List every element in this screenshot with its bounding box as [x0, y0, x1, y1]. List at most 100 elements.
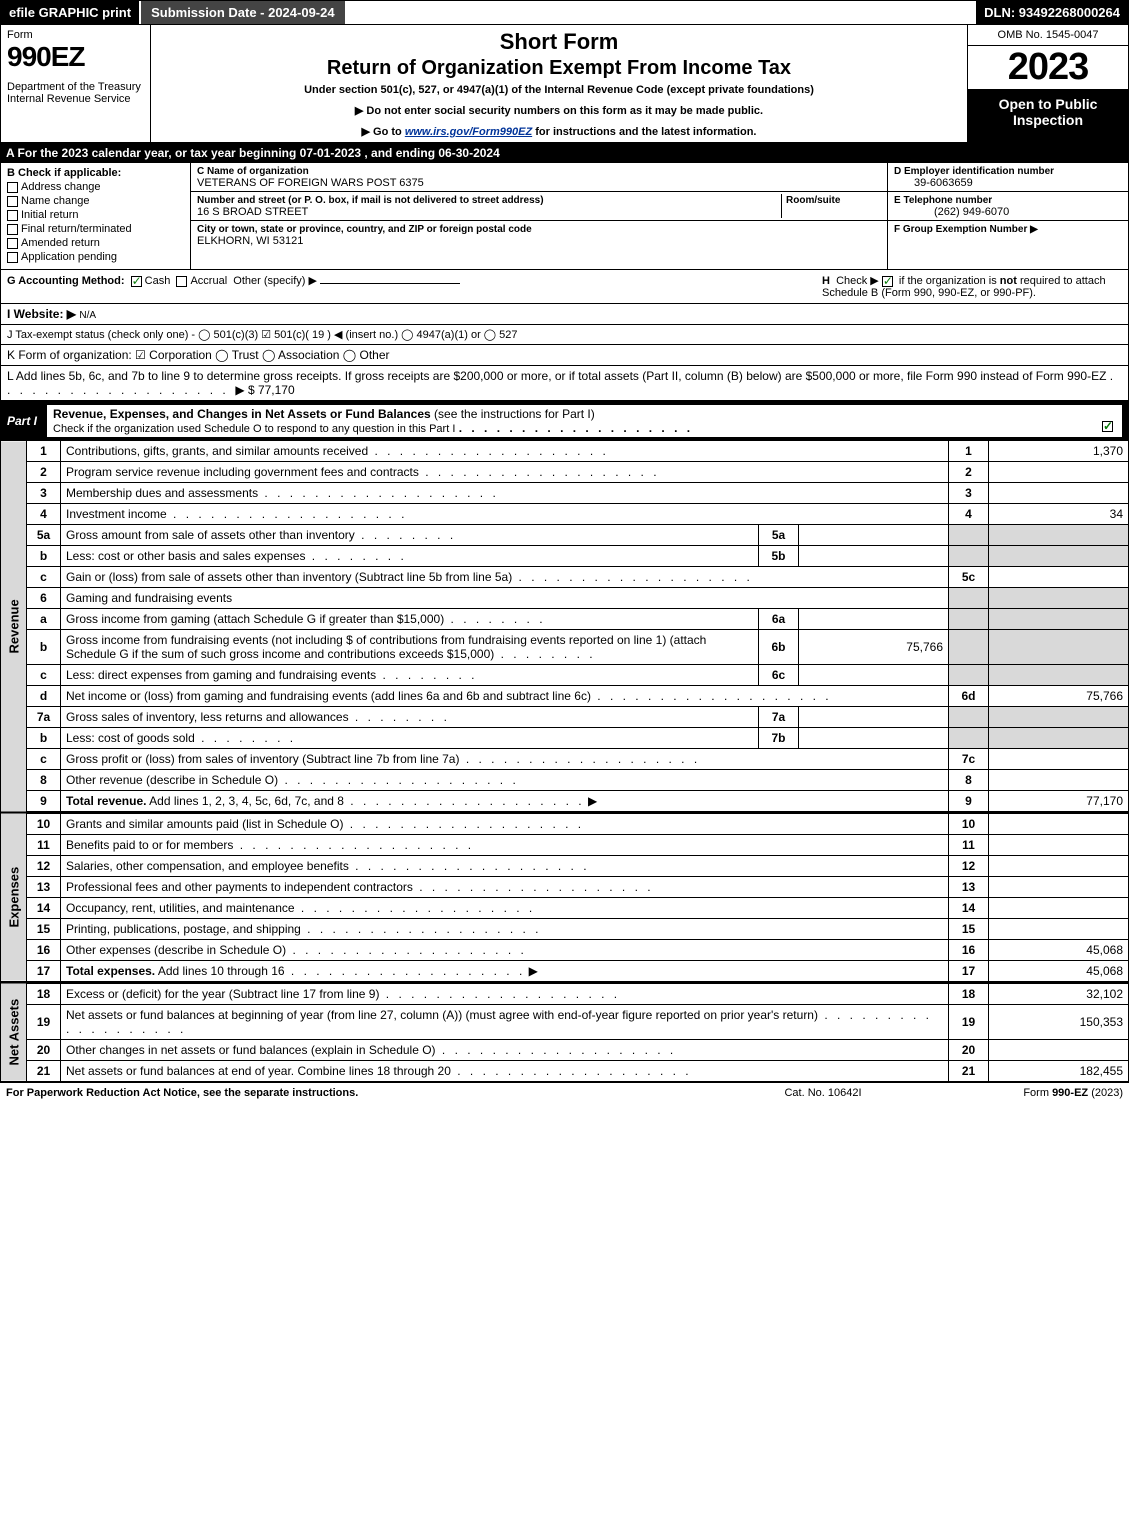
irs-link[interactable]: www.irs.gov/Form990EZ — [405, 126, 532, 138]
line-label: 8 — [949, 770, 989, 791]
line-number: c — [27, 749, 61, 770]
line-description: Program service revenue including govern… — [61, 462, 949, 483]
line-row: cGross profit or (loss) from sales of in… — [1, 749, 1129, 770]
cash-checkbox[interactable] — [131, 276, 142, 287]
line-description: Gross amount from sale of assets other t… — [61, 525, 759, 546]
line-row: 13Professional fees and other payments t… — [1, 877, 1129, 898]
line-row: 15Printing, publications, postage, and s… — [1, 919, 1129, 940]
schedule-b-checkbox[interactable] — [882, 276, 893, 287]
org-name: VETERANS OF FOREIGN WARS POST 6375 — [197, 177, 424, 189]
page-footer: For Paperwork Reduction Act Notice, see … — [0, 1082, 1129, 1103]
section-b: B Check if applicable: Address change Na… — [1, 163, 191, 269]
line-row: 21Net assets or fund balances at end of … — [1, 1061, 1129, 1082]
part-i-tag: Part I — [7, 414, 47, 428]
section-sidebar: Net Assets — [1, 983, 27, 1082]
line-number: 1 — [27, 441, 61, 462]
line-value — [989, 898, 1129, 919]
line-value: 1,370 — [989, 441, 1129, 462]
efile-label[interactable]: efile GRAPHIC print — [1, 1, 139, 24]
line-label: 11 — [949, 835, 989, 856]
name-change-checkbox[interactable] — [7, 196, 18, 207]
line-number: a — [27, 609, 61, 630]
sub-line-value — [799, 665, 949, 686]
line-row: 2Program service revenue including gover… — [1, 462, 1129, 483]
line-value — [989, 483, 1129, 504]
form-header: Form 990EZ Department of the Treasury In… — [0, 25, 1129, 143]
line-value — [989, 813, 1129, 835]
street-label: Number and street (or P. O. box, if mail… — [197, 195, 544, 206]
line-value — [989, 1040, 1129, 1061]
shaded-cell — [949, 728, 989, 749]
line-number: 7a — [27, 707, 61, 728]
instruction-1: ▶ Do not enter social security numbers o… — [159, 104, 959, 117]
shaded-cell — [989, 588, 1129, 609]
final-return-checkbox[interactable] — [7, 224, 18, 235]
line-value: 182,455 — [989, 1061, 1129, 1082]
accounting-method-label: G Accounting Method: — [7, 275, 125, 287]
amended-return-checkbox[interactable] — [7, 238, 18, 249]
line-value: 34 — [989, 504, 1129, 525]
schedule-o-checkbox[interactable] — [1102, 421, 1113, 432]
form-number: 990EZ — [7, 41, 144, 73]
shaded-cell — [989, 728, 1129, 749]
line-description: Benefits paid to or for members — [61, 835, 949, 856]
line-label: 16 — [949, 940, 989, 961]
line-label: 6d — [949, 686, 989, 707]
line-value — [989, 749, 1129, 770]
line-description: Occupancy, rent, utilities, and maintena… — [61, 898, 949, 919]
form-title: Return of Organization Exempt From Incom… — [159, 57, 959, 80]
line-number: 15 — [27, 919, 61, 940]
line-number: 21 — [27, 1061, 61, 1082]
initial-return-checkbox[interactable] — [7, 210, 18, 221]
line-label: 17 — [949, 961, 989, 982]
line-label: 12 — [949, 856, 989, 877]
line-description: Membership dues and assessments — [61, 483, 949, 504]
top-bar: efile GRAPHIC print Submission Date - 20… — [0, 0, 1129, 25]
line-row: bLess: cost or other basis and sales exp… — [1, 546, 1129, 567]
line-number: 4 — [27, 504, 61, 525]
org-info-block: B Check if applicable: Address change Na… — [0, 163, 1129, 270]
part-i-header: Part I Revenue, Expenses, and Changes in… — [0, 401, 1129, 441]
line-description: Professional fees and other payments to … — [61, 877, 949, 898]
sub-line-label: 7a — [759, 707, 799, 728]
line-value: 45,068 — [989, 961, 1129, 982]
part-i-check-text: Check if the organization used Schedule … — [53, 423, 455, 435]
accrual-checkbox[interactable] — [176, 276, 187, 287]
footer-left: For Paperwork Reduction Act Notice, see … — [6, 1087, 723, 1099]
shaded-cell — [989, 525, 1129, 546]
line-description: Other changes in net assets or fund bala… — [61, 1040, 949, 1061]
ein-value: 39-6063659 — [894, 177, 973, 189]
application-pending-checkbox[interactable] — [7, 252, 18, 263]
line-label: 9 — [949, 791, 989, 812]
line-value — [989, 835, 1129, 856]
line-number: 11 — [27, 835, 61, 856]
line-number: d — [27, 686, 61, 707]
sub-line-value — [799, 609, 949, 630]
website-label: I Website: ▶ — [7, 307, 76, 321]
row-l-text: L Add lines 5b, 6c, and 7b to line 9 to … — [7, 369, 1106, 383]
line-value — [989, 919, 1129, 940]
line-description: Gross sales of inventory, less returns a… — [61, 707, 759, 728]
line-row: 14Occupancy, rent, utilities, and mainte… — [1, 898, 1129, 919]
line-description: Other revenue (describe in Schedule O) — [61, 770, 949, 791]
line-label: 7c — [949, 749, 989, 770]
website-value: N/A — [79, 310, 96, 321]
sub-line-label: 6a — [759, 609, 799, 630]
open-to-public: Open to Public Inspection — [968, 90, 1128, 142]
line-description: Total revenue. Add lines 1, 2, 3, 4, 5c,… — [61, 791, 949, 812]
line-number: 19 — [27, 1005, 61, 1040]
telephone-label: E Telephone number — [894, 195, 992, 206]
section-c: C Name of organization VETERANS OF FOREI… — [191, 163, 888, 269]
address-change-checkbox[interactable] — [7, 182, 18, 193]
sub-line-value — [799, 525, 949, 546]
line-description: Gross income from gaming (attach Schedul… — [61, 609, 759, 630]
line-row: cLess: direct expenses from gaming and f… — [1, 665, 1129, 686]
line-number: 17 — [27, 961, 61, 982]
line-row: 3Membership dues and assessments3 — [1, 483, 1129, 504]
sub-line-value: 75,766 — [799, 630, 949, 665]
line-label: 3 — [949, 483, 989, 504]
footer-right: Form 990-EZ (2023) — [923, 1087, 1123, 1099]
section-b-label: B Check if applicable: — [7, 167, 184, 179]
city-state-zip: ELKHORN, WI 53121 — [197, 235, 303, 247]
line-row: Net Assets18Excess or (deficit) for the … — [1, 983, 1129, 1005]
